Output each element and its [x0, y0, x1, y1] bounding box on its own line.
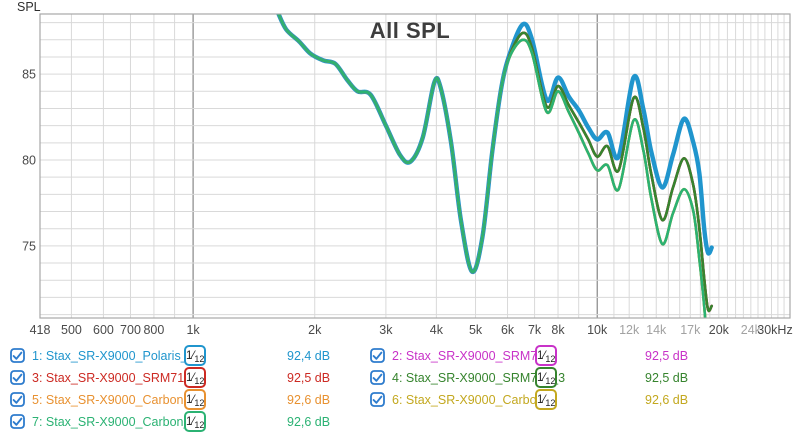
trace-7-Stax_SR-X9000_Carbon_3 — [277, 14, 707, 318]
trace-5-Stax_SR-X9000_Carbon — [277, 14, 707, 318]
x-tick-label-600: 600 — [93, 323, 114, 337]
checkbox-series-3[interactable] — [10, 370, 25, 385]
legend-row-3: 3: Stax_SR-X9000_SRM717_2 1⁄12 92,5 dB — [10, 367, 370, 389]
spl-frequency-chart[interactable]: 418 500 600 700 800 1k 2k 3k 4k 5k 6k 7k 8k 10k 12k 14k… — [0, 0, 800, 345]
smoothing-box[interactable]: 1⁄12 — [535, 367, 558, 388]
x-tick-label-4k: 4k — [430, 323, 444, 337]
smoothing-control-5[interactable]: 1⁄12 — [184, 389, 207, 411]
legend-row-5: 5: Stax_SR-X9000_Carbon 1⁄12 92,6 dB — [10, 389, 370, 411]
x-tick-label-8k: 8k — [551, 323, 565, 337]
smoothing-control-2[interactable]: 1⁄12 — [535, 345, 558, 367]
y-tick-label-80: 80 — [22, 153, 36, 167]
legend-row-2: 2: Stax_SR-X9000_SRM717 1⁄12 92,5 dB — [370, 345, 730, 367]
series-label-3[interactable]: 3: Stax_SR-X9000_SRM717_2 — [32, 371, 206, 385]
checkmark-icon — [10, 392, 25, 407]
x-tick-label-10k: 10k — [587, 323, 608, 337]
checkbox-series-5[interactable] — [10, 392, 25, 407]
series-level-7: 92,6 dB — [287, 415, 331, 429]
series-label-6[interactable]: 6: Stax_SR-X9000_Carbon_2 — [392, 393, 558, 407]
checkbox-series-2[interactable] — [370, 348, 385, 363]
checkbox-series-1[interactable] — [10, 348, 25, 363]
x-tick-label-418: 418 — [30, 323, 51, 337]
x-tick-label-30kHz: 30kHz — [757, 323, 792, 337]
checkmark-icon — [370, 348, 385, 363]
checkmark-icon — [10, 370, 25, 385]
series-level-2: 92,5 dB — [645, 349, 689, 363]
smoothing-control-4[interactable]: 1⁄12 — [535, 367, 558, 389]
smoothing-control-7[interactable]: 1⁄12 — [184, 411, 207, 432]
series-level-5: 92,6 dB — [287, 393, 331, 407]
smoothing-box[interactable]: 1⁄12 — [535, 345, 558, 366]
series-label-5[interactable]: 5: Stax_SR-X9000_Carbon — [32, 393, 184, 407]
series-label-2[interactable]: 2: Stax_SR-X9000_SRM717 — [392, 349, 552, 363]
smoothing-control-1[interactable]: 1⁄12 — [184, 345, 207, 367]
x-tick-label-2k: 2k — [308, 323, 322, 337]
checkmark-icon — [370, 370, 385, 385]
series-label-1[interactable]: 1: Stax_SR-X9000_Polaris_V3 — [32, 349, 203, 363]
legend-row-1: 1: Stax_SR-X9000_Polaris_V3 1⁄12 92,4 dB — [10, 345, 370, 367]
x-tick-label-700: 700 — [120, 323, 141, 337]
x-tick-label-1k: 1k — [186, 323, 200, 337]
checkmark-icon — [10, 348, 25, 363]
x-tick-label-12k: 12k — [619, 323, 640, 337]
series-level-4: 92,5 dB — [645, 371, 689, 385]
x-tick-label-3k: 3k — [379, 323, 393, 337]
series-level-1: 92,4 dB — [287, 349, 331, 363]
smoothing-control-3[interactable]: 1⁄12 — [184, 367, 207, 389]
y-tick-label-85: 85 — [22, 68, 36, 82]
series-label-7[interactable]: 7: Stax_SR-X9000_Carbon_3 — [32, 415, 198, 429]
x-tick-label-500: 500 — [61, 323, 82, 337]
y-axis-title: SPL — [17, 0, 41, 14]
x-tick-label-7k: 7k — [528, 323, 542, 337]
x-tick-label-20k: 20k — [709, 323, 730, 337]
checkmark-icon — [10, 414, 25, 429]
smoothing-box[interactable]: 1⁄12 — [535, 389, 558, 410]
x-tick-label-800: 800 — [143, 323, 164, 337]
legend-row-7: 7: Stax_SR-X9000_Carbon_3 1⁄12 92,6 dB — [10, 411, 370, 432]
series-level-3: 92,5 dB — [287, 371, 331, 385]
x-tick-label-5k: 5k — [469, 323, 483, 337]
legend-row-4: 4: Stax_SR-X9000_SRM717_3 1⁄12 92,5 dB — [370, 367, 730, 389]
smoothing-control-6[interactable]: 1⁄12 — [535, 389, 558, 411]
checkmark-icon — [370, 392, 385, 407]
x-tick-label-14k: 14k — [646, 323, 667, 337]
checkbox-series-6[interactable] — [370, 392, 385, 407]
legend-panel: 1: Stax_SR-X9000_Polaris_V3 1⁄12 92,4 dB 3:… — [0, 345, 800, 432]
x-tick-label-17k: 17k — [680, 323, 701, 337]
smoothing-box[interactable]: 1⁄12 — [184, 389, 207, 410]
series-label-4[interactable]: 4: Stax_SR-X9000_SRM717_3 — [392, 371, 566, 385]
smoothing-box[interactable]: 1⁄12 — [184, 367, 207, 388]
x-tick-label-24k: 24k — [741, 323, 762, 337]
series-level-6: 92,6 dB — [645, 393, 689, 407]
checkbox-series-7[interactable] — [10, 414, 25, 429]
x-tick-label-6k: 6k — [501, 323, 515, 337]
plot-border — [39, 13, 791, 319]
checkbox-series-4[interactable] — [370, 370, 385, 385]
trace-6-Stax_SR-X9000_Carbon_2 — [277, 14, 707, 318]
smoothing-box[interactable]: 1⁄12 — [184, 411, 207, 432]
legend-row-6: 6: Stax_SR-X9000_Carbon_2 1⁄12 92,6 dB — [370, 389, 730, 411]
smoothing-box[interactable]: 1⁄12 — [184, 345, 207, 366]
y-tick-label-75: 75 — [22, 239, 36, 253]
